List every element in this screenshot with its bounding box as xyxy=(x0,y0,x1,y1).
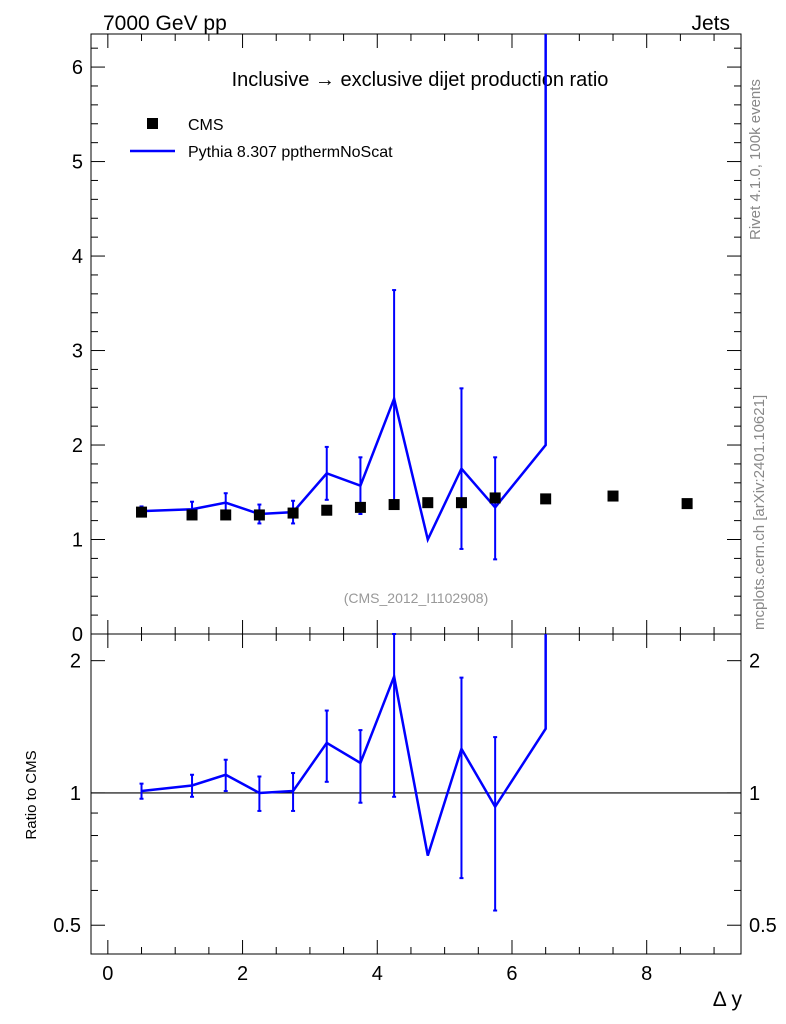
legend-cms-marker xyxy=(147,118,158,129)
x-tick-label: 4 xyxy=(372,963,383,985)
cms-data-point xyxy=(489,492,501,504)
main-y-tick-label: 1 xyxy=(72,530,83,552)
x-tick-label: 6 xyxy=(506,963,517,985)
x-tick-label: 0 xyxy=(102,963,113,985)
main-y-tick-label: 5 xyxy=(72,152,83,174)
ratio-y-tick-label: 1 xyxy=(70,783,81,805)
main-panel: 0 1 2 3 4 5 6 Inclusive → exclusive dijet prod… xyxy=(72,33,742,646)
cms-data-point xyxy=(253,509,265,521)
cms-data-point xyxy=(321,504,333,516)
legend-cms-label: CMS xyxy=(188,117,224,134)
legend: CMS Pythia 8.307 ppthermNoScat xyxy=(130,117,393,161)
cms-data-point xyxy=(422,497,434,509)
cms-data-point xyxy=(186,509,198,521)
analysis-watermark: (CMS_2012_I1102908) xyxy=(344,590,489,606)
cms-data-point xyxy=(455,497,467,509)
main-data-marks xyxy=(136,34,693,561)
ratio-y-tick-label-right: 0.5 xyxy=(749,915,777,937)
ratio-tick-labels: 0.5 0.5 1 1 2 2 0 2 4 6 8 xyxy=(53,651,777,985)
cms-data-point xyxy=(388,499,400,511)
cms-data-point xyxy=(220,509,232,521)
cms-data-point xyxy=(607,490,619,502)
legend-pythia-label: Pythia 8.307 ppthermNoScat xyxy=(188,144,393,161)
mcplots-label: mcplots.cern.ch [arXiv:2401.10621] xyxy=(751,395,768,630)
main-y-tick-label: 6 xyxy=(72,57,83,79)
main-y-tick-label: 2 xyxy=(72,435,83,457)
x-tick-label: 8 xyxy=(641,963,652,985)
main-y-tick-labels: 0 1 2 3 4 5 6 xyxy=(72,57,83,646)
header-left-label: 7000 GeV pp xyxy=(103,12,227,35)
rivet-version-label: Rivet 4.1.0, 100k events xyxy=(747,79,764,240)
cms-data-point xyxy=(136,506,148,518)
main-y-tick-label: 0 xyxy=(72,624,83,646)
ratio-y-tick-label-right: 2 xyxy=(749,651,760,673)
cms-data-point xyxy=(540,493,552,505)
ratio-y-tick-label: 0.5 xyxy=(53,915,81,937)
ratio-panel-frame xyxy=(90,633,742,955)
ratio-data-marks xyxy=(91,633,741,912)
ratio-y-axis-label: Ratio to CMS xyxy=(23,750,40,839)
x-axis-label: Δ y xyxy=(713,988,743,1011)
cms-data-point xyxy=(681,498,693,510)
main-y-tick-label: 3 xyxy=(72,341,83,363)
ratio-series-line xyxy=(141,634,547,857)
pythia-series-line xyxy=(141,34,547,544)
header-right-label: Jets xyxy=(691,12,730,35)
ratio-y-tick-label-right: 1 xyxy=(749,783,760,805)
chart-title: Inclusive → exclusive dijet production r… xyxy=(232,69,609,91)
cms-data-point xyxy=(354,501,366,513)
main-y-ticks xyxy=(91,34,741,635)
main-y-tick-label: 4 xyxy=(72,246,83,268)
cms-data-point xyxy=(287,507,299,519)
ratio-panel: 0.5 0.5 1 1 2 2 0 2 4 6 8 Ratio to CMS Δ y xyxy=(23,633,777,1011)
ratio-y-tick-label: 2 xyxy=(70,651,81,673)
x-tick-label: 2 xyxy=(237,963,248,985)
